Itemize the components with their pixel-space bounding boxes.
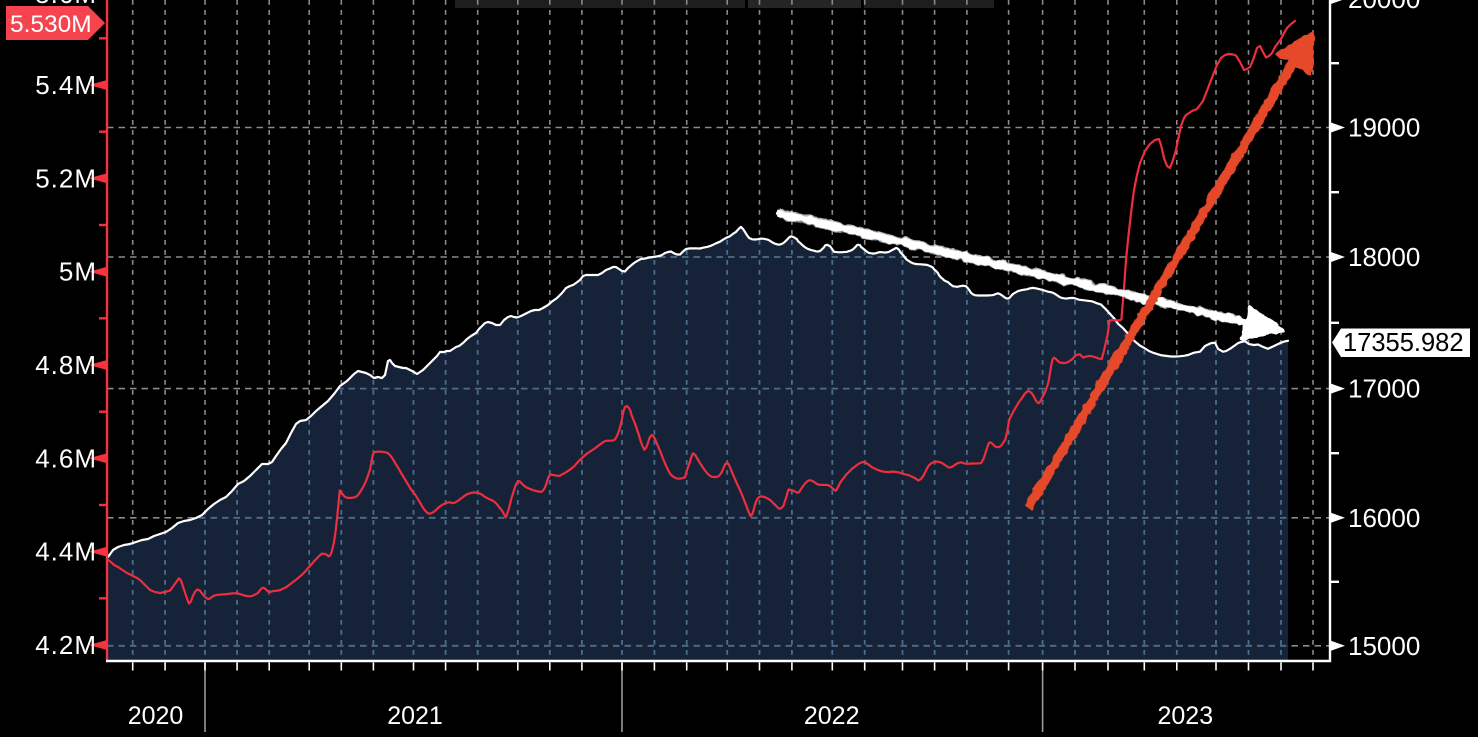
- svg-text:17000: 17000: [1348, 374, 1420, 404]
- svg-text:16000: 16000: [1348, 503, 1420, 533]
- svg-text:2023: 2023: [1157, 702, 1213, 730]
- svg-text:17355.982: 17355.982: [1343, 329, 1464, 357]
- svg-text:4.6M: 4.6M: [35, 443, 97, 473]
- svg-text:5M: 5M: [59, 257, 97, 287]
- svg-text:2021: 2021: [387, 702, 443, 730]
- svg-text:5.6M: 5.6M: [35, 0, 97, 9]
- svg-text:4.4M: 4.4M: [35, 537, 97, 567]
- svg-text:2022: 2022: [804, 702, 860, 730]
- svg-text:2020: 2020: [128, 702, 184, 730]
- svg-text:15000: 15000: [1348, 631, 1420, 661]
- svg-text:4.8M: 4.8M: [35, 350, 97, 380]
- svg-text:18000: 18000: [1348, 242, 1420, 272]
- svg-text:5.530M: 5.530M: [10, 11, 92, 38]
- svg-text:4.2M: 4.2M: [35, 630, 97, 660]
- svg-text:5.2M: 5.2M: [35, 163, 97, 193]
- svg-text:5.4M: 5.4M: [35, 70, 97, 100]
- svg-text:19000: 19000: [1348, 113, 1420, 143]
- svg-text:20000: 20000: [1348, 0, 1420, 14]
